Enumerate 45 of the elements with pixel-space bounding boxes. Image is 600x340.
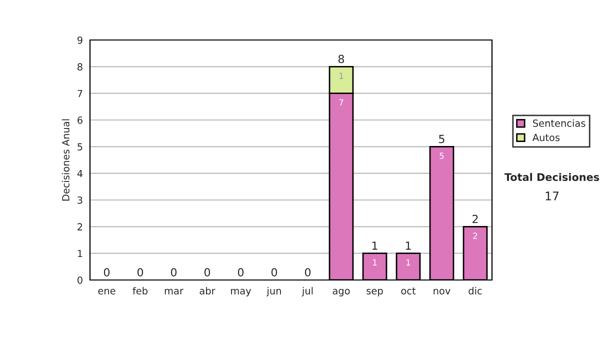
total-label: 0	[204, 268, 210, 277]
y-axis-title: Decisiones Anual	[62, 119, 70, 201]
x-tick-label: mar	[164, 288, 184, 294]
data-label: 5	[440, 152, 444, 159]
text: Total Decisiones	[504, 172, 600, 182]
x-tick-label: ago	[332, 288, 350, 296]
y-tick-label: 3	[78, 196, 82, 204]
total-label: 2	[472, 214, 478, 224]
data-label: 1	[340, 72, 344, 79]
x-tick-label: abr	[200, 286, 216, 294]
total-label: 8	[338, 54, 344, 64]
data-label: 7	[339, 99, 344, 106]
total-label: 0	[137, 268, 144, 277]
x-tick-label: ene	[98, 288, 116, 294]
x-tick-label: dic	[468, 286, 482, 294]
y-tick-label: 5	[78, 143, 82, 150]
data-label: 1	[406, 259, 410, 266]
data-label: 1	[373, 259, 377, 266]
y-tick-label: 9	[77, 36, 82, 44]
y-tick-label: 8	[78, 63, 82, 70]
y-tick-label: 6	[78, 116, 82, 124]
total-label: 1	[372, 242, 378, 250]
x-tick-label: may	[231, 288, 252, 296]
x-tick-label: jun	[266, 286, 281, 296]
y-tick-label: 7	[78, 90, 82, 98]
total-label: 0	[238, 268, 244, 277]
data-label: 2	[473, 232, 478, 239]
y-tick-label: 2	[78, 223, 82, 230]
x-tick-label: feb	[132, 286, 148, 294]
total-label: 0	[170, 268, 177, 277]
x-tick-label: sep	[366, 288, 383, 296]
total-label: 0	[104, 268, 110, 277]
y-tick-label: 1	[78, 250, 82, 258]
total-label: 5	[439, 134, 444, 144]
total-label: 0	[304, 268, 311, 277]
y-tick-label: 0	[78, 276, 82, 284]
total-label: 1	[406, 242, 411, 250]
x-tick-label: oct	[401, 288, 416, 294]
y-tick-label: 4	[77, 170, 83, 178]
x-tick-label: jul	[302, 286, 313, 296]
text: 17	[546, 192, 558, 200]
x-tick-label: nov	[434, 288, 450, 294]
legend-label: Sentencias	[533, 119, 586, 127]
legend-label: Autos	[532, 134, 560, 142]
total-label: 0	[271, 268, 278, 277]
